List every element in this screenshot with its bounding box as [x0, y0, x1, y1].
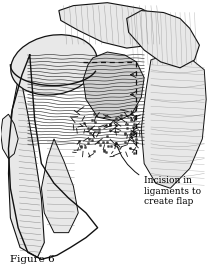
Text: Figure 6: Figure 6 [10, 255, 55, 264]
Polygon shape [59, 3, 166, 48]
Polygon shape [41, 139, 78, 233]
Polygon shape [141, 55, 206, 188]
Polygon shape [83, 52, 144, 121]
Text: Incision in
ligaments to
create flap: Incision in ligaments to create flap [144, 176, 201, 206]
Ellipse shape [11, 35, 97, 95]
Polygon shape [127, 11, 199, 68]
Polygon shape [1, 114, 18, 159]
Polygon shape [8, 80, 44, 257]
